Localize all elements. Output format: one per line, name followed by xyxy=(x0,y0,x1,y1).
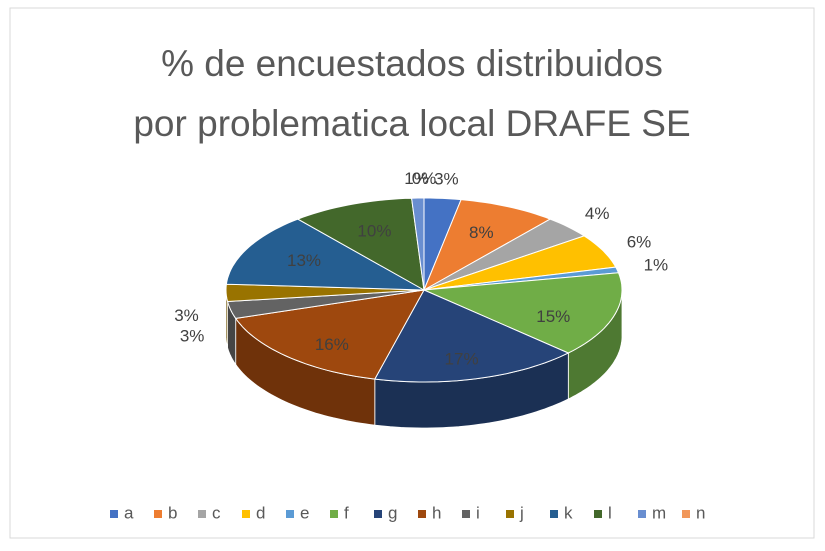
legend-label: k xyxy=(564,503,573,522)
legend-swatch xyxy=(198,510,206,518)
legend-label: e xyxy=(300,503,309,522)
slice xyxy=(226,289,425,319)
data-label: 17% xyxy=(445,350,479,369)
data-label: 4% xyxy=(585,204,610,223)
legend-swatch xyxy=(154,510,162,518)
data-label: 1% xyxy=(404,169,429,188)
slice xyxy=(423,235,617,291)
data-label: 3% xyxy=(180,327,205,346)
legend-label: h xyxy=(432,503,441,522)
slice xyxy=(225,283,425,303)
data-label: 15% xyxy=(536,307,570,326)
slice xyxy=(374,289,570,383)
slice xyxy=(423,218,586,291)
slice xyxy=(423,272,623,354)
legend-swatch xyxy=(550,510,558,518)
legend-label: f xyxy=(344,503,349,522)
data-label: 0% xyxy=(412,169,437,188)
legend-swatch xyxy=(682,510,690,518)
data-label: 8% xyxy=(469,223,494,242)
legend-swatch xyxy=(242,510,250,518)
legend-label: m xyxy=(652,503,666,522)
legend-swatch xyxy=(594,510,602,518)
data-label: 13% xyxy=(287,251,321,270)
legend-swatch xyxy=(418,510,426,518)
legend-label: j xyxy=(519,503,524,522)
legend-swatch xyxy=(506,510,514,518)
data-label: 16% xyxy=(315,335,349,354)
legend-swatch xyxy=(330,510,338,518)
legend-label: a xyxy=(124,503,134,522)
legend-label: n xyxy=(696,503,705,522)
slice xyxy=(296,197,425,291)
legend-label: b xyxy=(168,503,177,522)
legend-label: d xyxy=(256,503,265,522)
legend-label: g xyxy=(388,503,397,522)
legend-label: i xyxy=(476,503,480,522)
chart-title: % de encuestados distribuidos xyxy=(161,43,663,84)
data-label: 10% xyxy=(357,221,391,240)
slice xyxy=(234,289,425,380)
data-label: 3% xyxy=(434,170,459,189)
legend-swatch xyxy=(638,510,646,518)
data-label: 1% xyxy=(644,255,669,274)
legend-swatch xyxy=(462,510,470,518)
legend-swatch xyxy=(110,510,118,518)
chart-title: por problematica local DRAFE SE xyxy=(133,103,690,144)
legend-label: c xyxy=(212,503,221,522)
data-label: 3% xyxy=(174,306,199,325)
legend-label: l xyxy=(608,503,612,522)
data-label: 6% xyxy=(627,232,652,251)
slice xyxy=(225,218,425,291)
legend-swatch xyxy=(286,510,294,518)
legend-swatch xyxy=(374,510,382,518)
slice xyxy=(422,199,552,292)
